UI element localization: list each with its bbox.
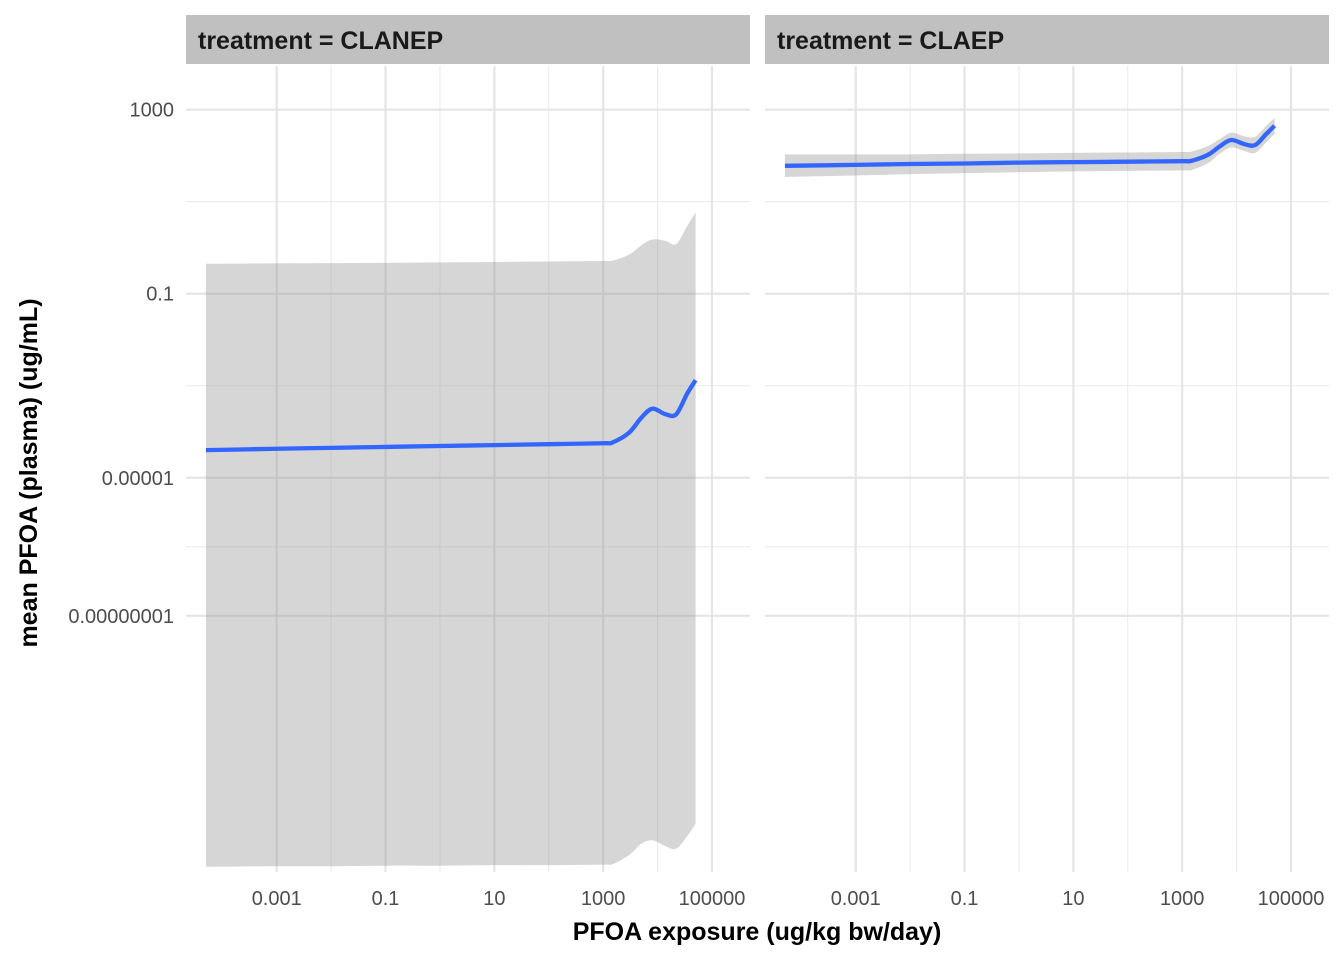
y-tick-label: 0.00001 xyxy=(102,468,174,490)
facet-panel-clanep: treatment = CLANEP 0.001 0.1 10 1000 100000 xyxy=(186,15,750,910)
facet-panel-claep: treatment = CLAEP 0.001 0.1 10 1000 100000 xyxy=(765,15,1329,910)
x-tick-label: 0.001 xyxy=(831,888,881,910)
x-tick-label: 1000 xyxy=(581,888,626,910)
x-axis-title: PFOA exposure (ug/kg bw/day) xyxy=(573,918,942,946)
x-tick-label: 0.001 xyxy=(252,888,302,910)
y-tick-label: 1000 xyxy=(130,100,175,122)
x-tick-label: 0.1 xyxy=(372,888,400,910)
x-tick-label: 100000 xyxy=(1258,888,1325,910)
facet-strip xyxy=(186,15,750,64)
y-tick-label: 0.1 xyxy=(146,284,174,306)
x-tick-label: 0.1 xyxy=(951,888,979,910)
y-axis: 1000 0.1 0.00001 0.00000001 xyxy=(68,100,174,628)
y-axis-title: mean PFOA (plasma) (ug/mL) xyxy=(15,298,43,647)
x-tick-label: 1000 xyxy=(1160,888,1205,910)
x-tick-label: 100000 xyxy=(679,888,746,910)
facet-strip-label: treatment = CLANEP xyxy=(198,27,443,55)
x-tick-label: 10 xyxy=(483,888,505,910)
facet-strip-label: treatment = CLAEP xyxy=(777,27,1004,55)
confidence-ribbon xyxy=(205,212,696,867)
confidence-ribbon xyxy=(784,117,1275,177)
x-tick-label: 10 xyxy=(1062,888,1084,910)
smooth-trend-line xyxy=(784,124,1277,168)
y-tick-label: 0.00000001 xyxy=(68,606,174,628)
smooth-trend-line xyxy=(205,379,698,453)
facet-strip xyxy=(765,15,1329,64)
